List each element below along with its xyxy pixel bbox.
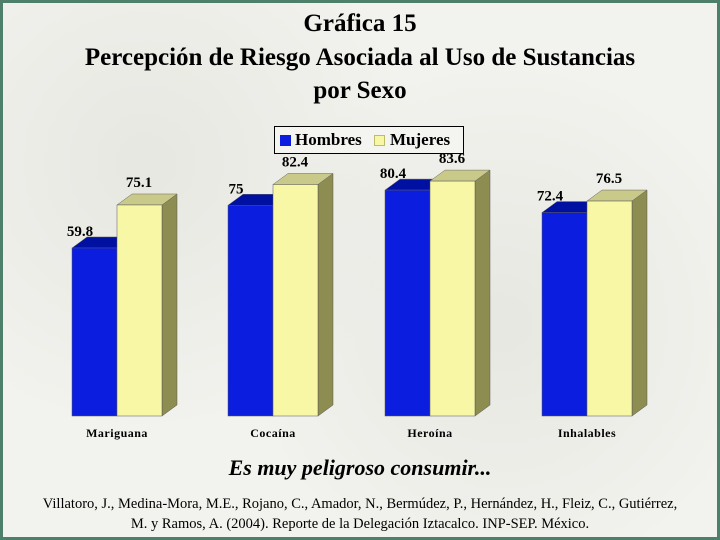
- bar-side-mariguana-mujeres: [161, 193, 178, 417]
- legend-label-hombres: Hombres: [295, 130, 362, 149]
- chart-subtitle: Es muy peligroso consumir...: [228, 455, 492, 480]
- legend-swatch-hombres: [280, 135, 291, 146]
- category-label-3: Inhalables: [558, 426, 616, 440]
- legend-swatch-mujeres: [374, 135, 385, 146]
- value-label-mariguana-hombres: 59.8: [67, 224, 93, 240]
- bar-inhalables-hombres: [541, 212, 588, 417]
- bar-side-inhalables-mujeres: [631, 189, 648, 417]
- bar-mariguana-hombres: [71, 247, 118, 417]
- value-label-heroina-hombres: 80.4: [380, 166, 407, 182]
- value-label-cocaina-hombres: 75: [229, 181, 244, 197]
- value-label-heroina-mujeres: 83.6: [439, 151, 466, 167]
- value-label-inhalables-mujeres: 76.5: [596, 171, 622, 187]
- source-citation: Villatoro, J., Medina-Mora, M.E., Rojano…: [42, 496, 678, 532]
- chart-legend: Hombres Mujeres: [274, 126, 464, 154]
- bar-mariguana-mujeres: [116, 204, 163, 417]
- legend-label-mujeres: Mujeres: [390, 130, 451, 149]
- bar-cocaina-hombres: [227, 205, 274, 417]
- chart-title-line-1: Gráfica 15: [303, 10, 417, 37]
- category-label-0: Mariguana: [86, 426, 148, 440]
- value-label-mariguana-mujeres: 75.1: [126, 175, 152, 191]
- category-label-1: Cocaína: [250, 426, 296, 440]
- bar-inhalables-mujeres: [586, 200, 633, 417]
- chart-title-line-3: por Sexo: [313, 77, 407, 104]
- bar-cocaina-mujeres: [272, 184, 319, 417]
- chart-title-line-2: Percepción de Riesgo Asociada al Uso de …: [84, 44, 636, 71]
- value-label-inhalables-hombres: 72.4: [537, 189, 564, 205]
- value-label-cocaina-mujeres: 82.4: [282, 154, 309, 170]
- bar-heroina-hombres: [384, 189, 431, 417]
- bar-side-cocaina-mujeres: [317, 172, 334, 417]
- category-label-2: Heroína: [407, 426, 452, 440]
- bar-heroina-mujeres: [429, 180, 476, 417]
- bar-side-heroina-mujeres: [474, 169, 491, 417]
